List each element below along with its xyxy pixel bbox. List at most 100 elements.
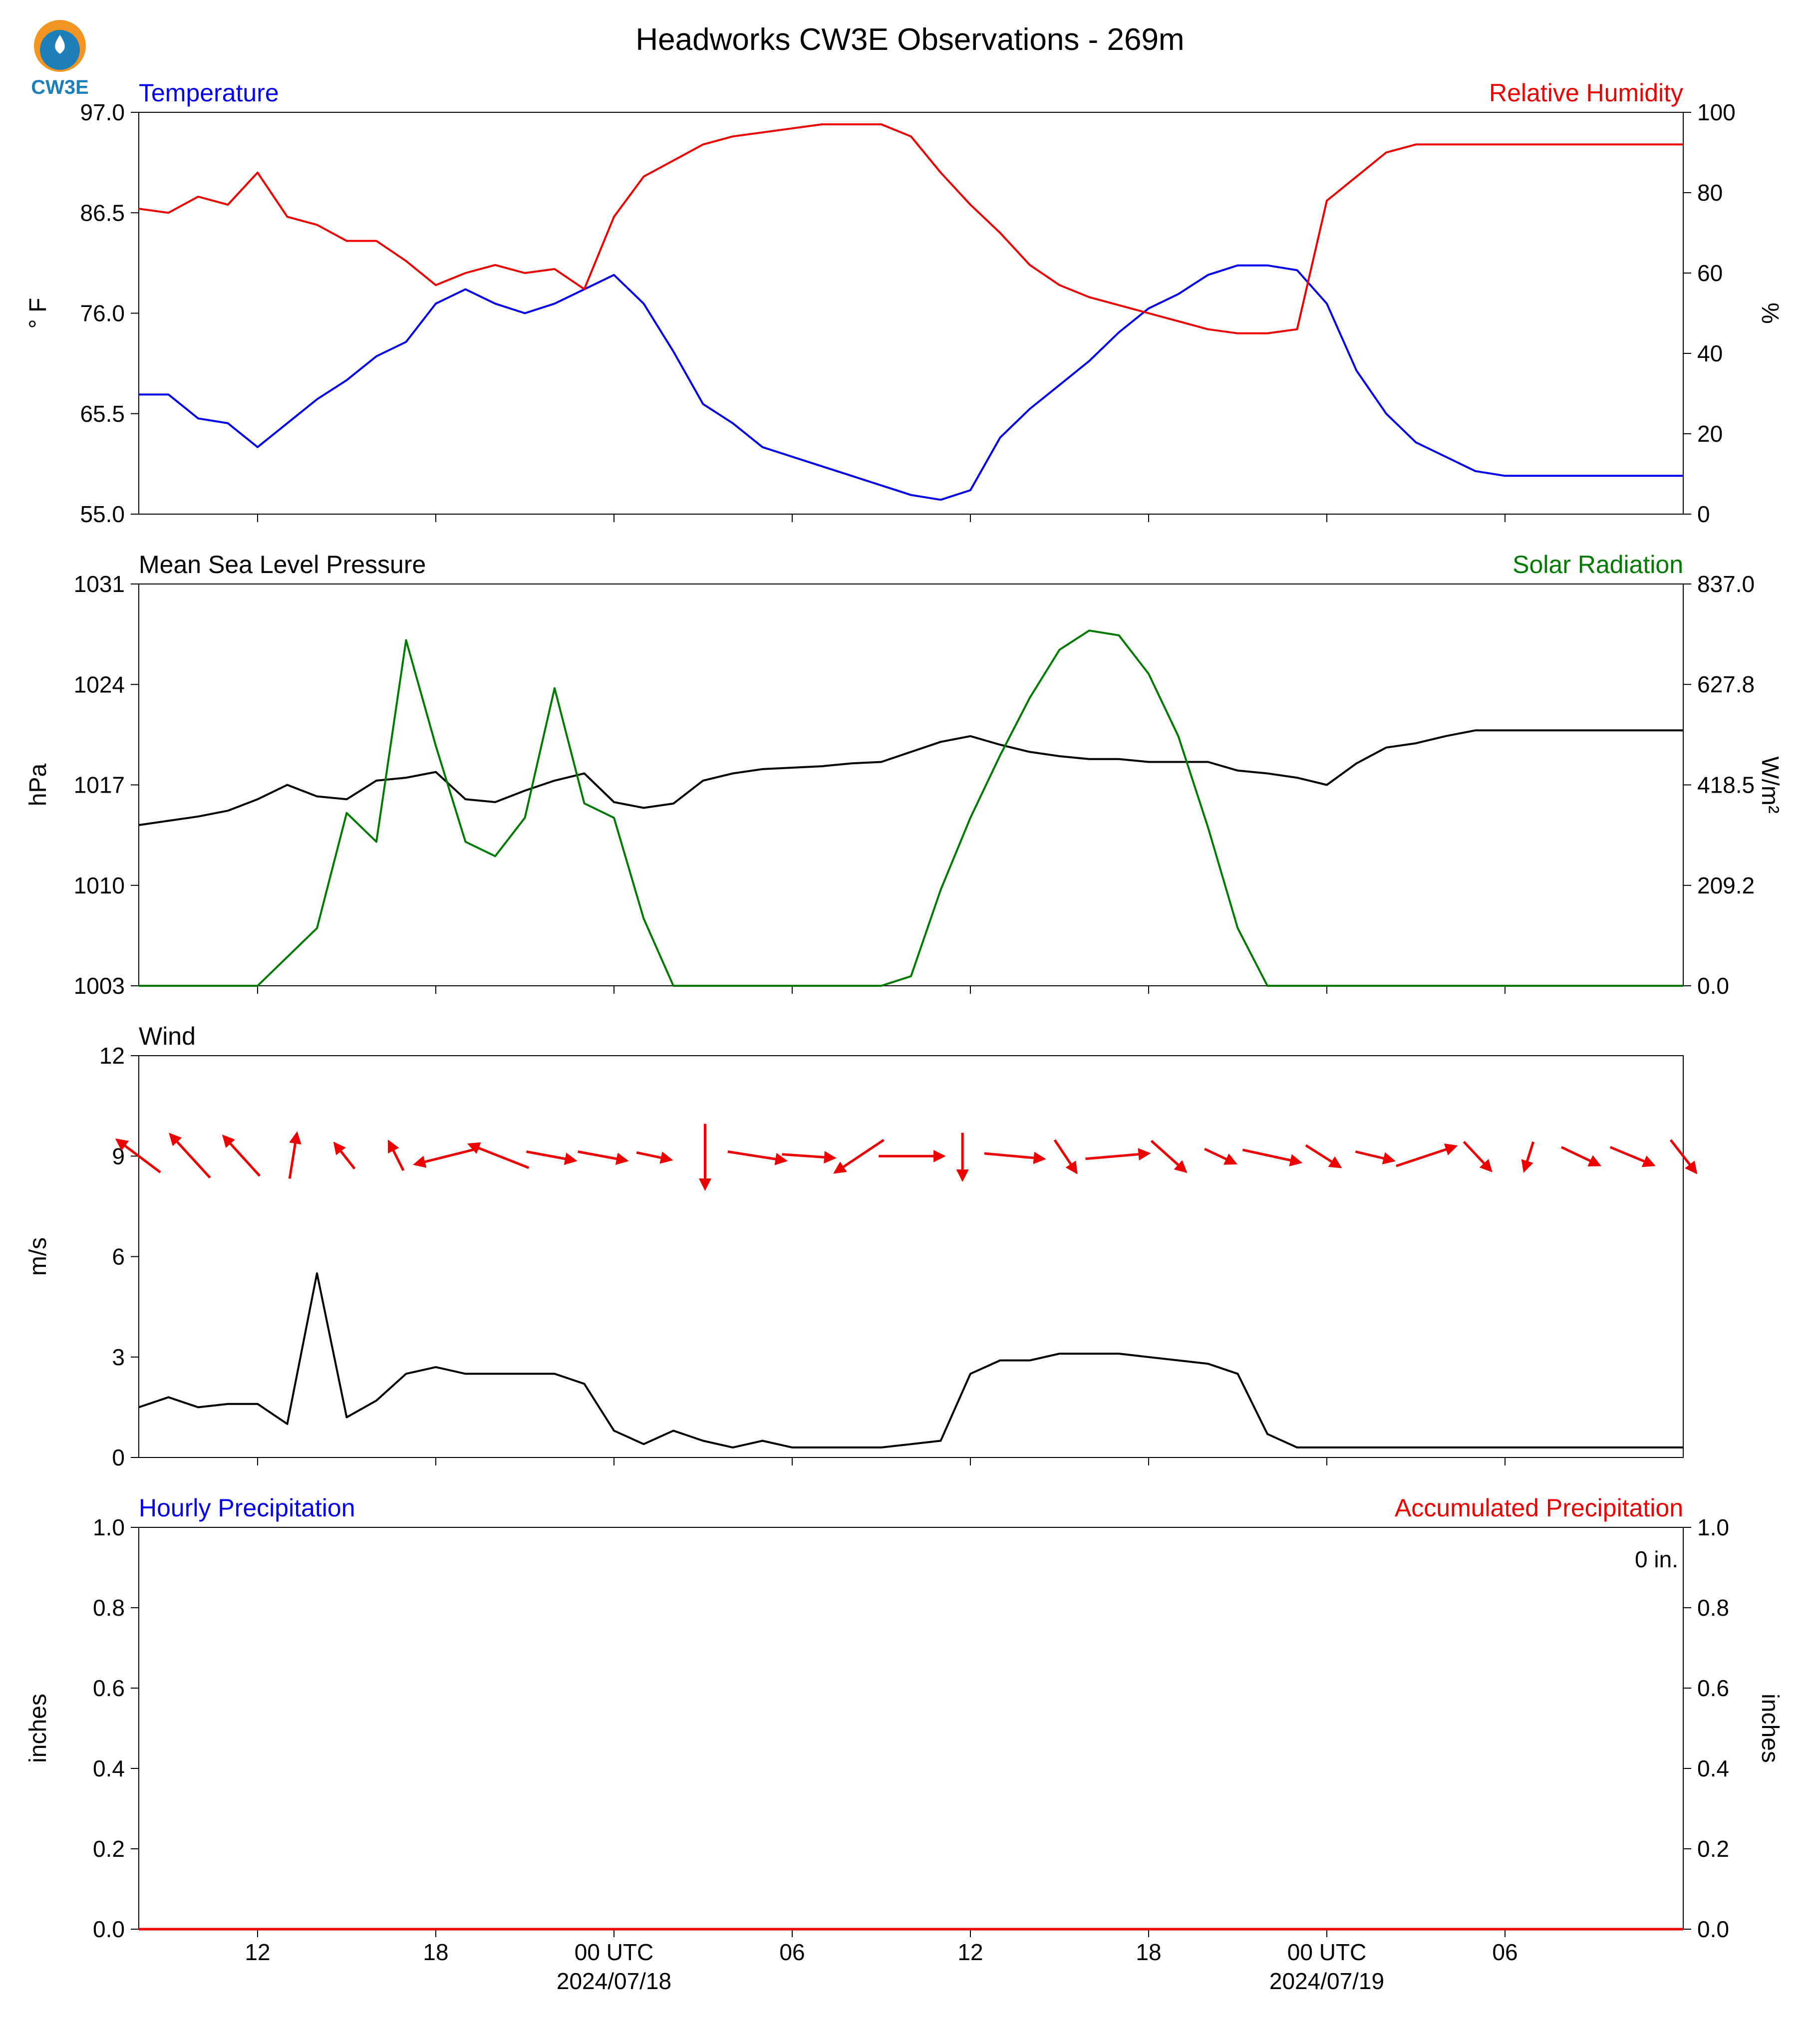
wind-arrow (1463, 1141, 1493, 1172)
y-tick-label-left: 55.0 (80, 501, 125, 527)
wind-arrow (1150, 1140, 1188, 1173)
wind-arrow (1053, 1139, 1078, 1174)
y-tick-label-right: 80 (1697, 180, 1723, 206)
x-tick-label: 12 (957, 1939, 983, 1965)
y-tick-label-left: 0.4 (93, 1755, 125, 1781)
wind-arrow (984, 1152, 1046, 1164)
y-tick-label-right: 627.8 (1697, 671, 1755, 697)
y-tick-label-left: 0 (112, 1445, 125, 1470)
y-tick-label-left: 1010 (74, 872, 125, 898)
y-tick-label-left: 86.5 (80, 200, 125, 226)
wind-arrow (578, 1150, 629, 1165)
x-tick-label: 06 (779, 1939, 805, 1965)
y-tick-label-right: 0.0 (1697, 973, 1729, 999)
series-line-mean-sea-level-pressure (138, 729, 1683, 826)
wind-arrow (1396, 1143, 1458, 1167)
y-tick-label-left: 1003 (74, 973, 125, 999)
panel-1: Temperature Relative Humidity 55.0 65.5 76.0… (25, 79, 1783, 527)
panel-title-left: Mean Sea Level Pressure (139, 551, 426, 579)
y-tick-label-left: 0.2 (93, 1836, 125, 1862)
panel-title-right: Relative Humidity (1489, 79, 1683, 107)
wind-arrow (782, 1151, 837, 1163)
x-tick-date-label: 2024/07/18 (557, 1968, 671, 1994)
wind-arrow (1305, 1144, 1342, 1168)
wind-arrow (288, 1131, 302, 1179)
wind-arrow (526, 1150, 578, 1165)
wind-arrow (1609, 1146, 1656, 1167)
wind-arrow (222, 1134, 261, 1177)
y-tick-label-left: 9 (112, 1143, 125, 1169)
y-tick-label-right: 0.2 (1697, 1836, 1729, 1862)
wind-arrow (1242, 1149, 1303, 1166)
y-tick-label-right: 837.0 (1697, 571, 1755, 597)
wind-arrow (115, 1138, 161, 1173)
panel-title-left: Temperature (139, 79, 279, 107)
plot-frame (138, 112, 1684, 515)
panels: Temperature Relative Humidity 55.0 65.5 76.0… (25, 79, 1783, 1994)
logo-text: CW3E (31, 76, 89, 98)
series-line-solar-radiation (139, 629, 1683, 987)
cw3e-logo: CW3E (31, 20, 89, 98)
wind-arrow (388, 1139, 405, 1171)
y-axis-label-left: ° F (25, 298, 51, 329)
y-axis-label-left: hPa (25, 763, 51, 806)
x-tick-label: 00 UTC (575, 1939, 653, 1965)
y-tick-label-right: 0.6 (1697, 1675, 1729, 1701)
y-tick-label-left: 65.5 (80, 401, 125, 427)
y-axis-label-right: W/m² (1757, 756, 1783, 814)
wind-arrow (636, 1151, 673, 1164)
series-line-temperature (139, 264, 1683, 501)
y-tick-label-left: 12 (99, 1043, 125, 1069)
y-tick-label-left: 76.0 (80, 300, 125, 326)
y-tick-label-left: 0.0 (93, 1916, 125, 1942)
y-axis-label-right: % (1757, 302, 1783, 324)
y-tick-label-right: 0 (1697, 501, 1710, 527)
y-tick-label-left: 1017 (74, 772, 125, 798)
y-tick-label-right: 418.5 (1697, 772, 1755, 798)
wind-arrow (169, 1133, 211, 1179)
x-tick-label: 12 (245, 1939, 270, 1965)
x-tick-label: 06 (1492, 1939, 1517, 1965)
plot-frame (138, 1527, 1684, 1930)
y-tick-label-left: 0.6 (93, 1675, 125, 1701)
wind-arrow (833, 1139, 885, 1174)
y-tick-label-right: 20 (1697, 421, 1723, 447)
x-tick-label: 18 (423, 1939, 448, 1965)
panel-3: Wind 0 3 6 9 12 m/s (25, 1022, 1698, 1470)
series-line-relative-humidity (138, 123, 1683, 334)
y-tick-label-right: 209.2 (1697, 872, 1755, 898)
wind-arrow (1355, 1150, 1396, 1164)
y-tick-label-left: 1024 (74, 671, 125, 697)
y-tick-label-left: 0.8 (93, 1595, 125, 1621)
wind-arrow (1204, 1148, 1237, 1165)
y-tick-label-left: 1.0 (93, 1514, 125, 1540)
y-tick-label-left: 3 (112, 1344, 125, 1370)
y-tick-label-right: 100 (1697, 99, 1736, 125)
page-title: Headworks CW3E Observations - 269m (635, 22, 1184, 57)
y-tick-label-right: 40 (1697, 340, 1723, 366)
wind-arrow (727, 1150, 788, 1165)
wind-arrow (413, 1147, 481, 1168)
y-tick-label-left: 97.0 (80, 99, 125, 125)
wind-arrow (333, 1142, 356, 1169)
plot-frame (138, 1055, 1684, 1458)
series-line-wind (138, 1272, 1683, 1449)
y-axis-label-right: inches (1757, 1694, 1783, 1763)
wind-arrow (1560, 1146, 1602, 1166)
panel-2: Mean Sea Level Pressure Solar Radiation 10… (25, 551, 1783, 999)
panel-title-right: Accumulated Precipitation (1395, 1494, 1683, 1522)
panel-title-left: Hourly Precipitation (139, 1494, 355, 1522)
y-tick-label-right: 60 (1697, 260, 1723, 286)
accumulated-total-label: 0 in. (1635, 1546, 1678, 1572)
wind-arrow (1669, 1139, 1698, 1174)
y-tick-label-left: 6 (112, 1244, 125, 1270)
y-tick-label-right: 0.4 (1697, 1755, 1729, 1781)
panel-title-right: Solar Radiation (1513, 551, 1683, 579)
wind-arrow (467, 1142, 530, 1169)
x-tick-date-label: 2024/07/19 (1269, 1968, 1384, 1994)
y-tick-label-right: 0.0 (1697, 1916, 1729, 1942)
wind-arrow (1521, 1141, 1534, 1173)
x-tick-label: 18 (1136, 1939, 1161, 1965)
wind-arrow (1085, 1148, 1151, 1161)
